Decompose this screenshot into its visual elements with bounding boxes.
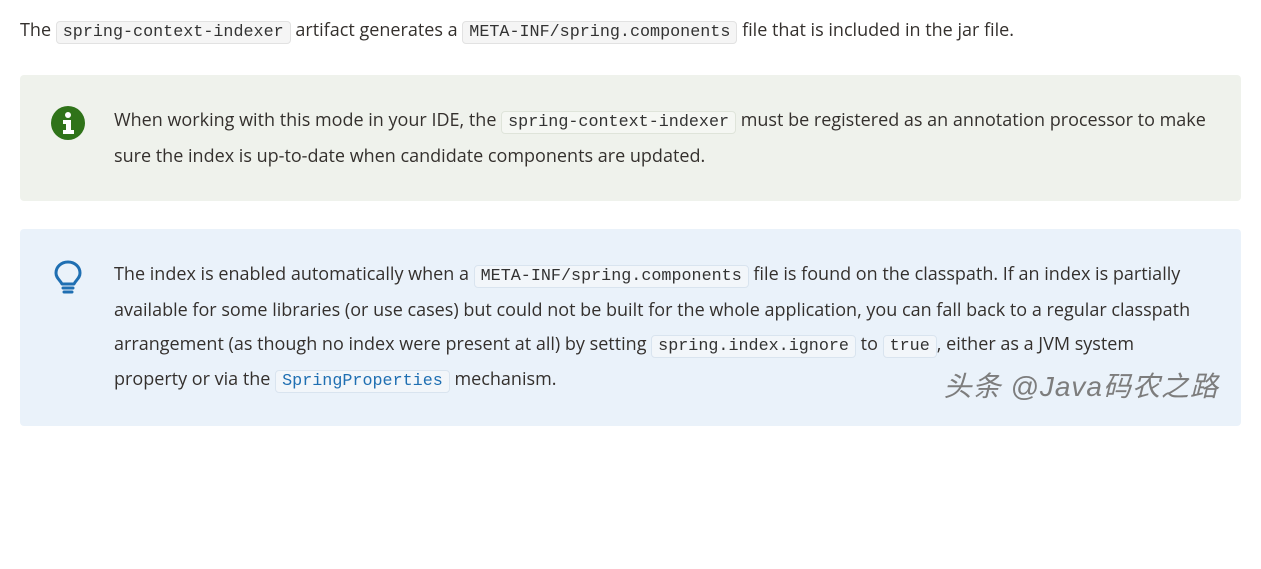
intro-text-1: The: [20, 18, 56, 42]
note-content: When working with this mode in your IDE,…: [114, 103, 1211, 173]
intro-text-2: artifact generates a: [291, 18, 463, 42]
intro-code-1: spring-context-indexer: [56, 21, 291, 44]
intro-code-2: META-INF/spring.components: [462, 21, 737, 44]
tip-text-1: The index is enabled automatically when …: [114, 262, 474, 286]
tip-code-2: spring.index.ignore: [651, 335, 856, 358]
tip-code-4[interactable]: SpringProperties: [275, 370, 450, 393]
tip-code-3: true: [883, 335, 937, 358]
note-block: When working with this mode in your IDE,…: [20, 75, 1241, 201]
tip-code-1: META-INF/spring.components: [474, 265, 749, 288]
note-code-1: spring-context-indexer: [501, 111, 736, 134]
tip-text-5: mechanism.: [450, 367, 557, 391]
tip-text-3: to: [856, 332, 883, 356]
info-icon: [50, 105, 86, 141]
tip-icon: [50, 259, 86, 295]
intro-text-3: file that is included in the jar file.: [737, 18, 1014, 42]
tip-content: The index is enabled automatically when …: [114, 257, 1211, 399]
tip-block: The index is enabled automatically when …: [20, 229, 1241, 427]
intro-paragraph: The spring-context-indexer artifact gene…: [20, 16, 1241, 47]
note-text-1: When working with this mode in your IDE,…: [114, 108, 501, 132]
